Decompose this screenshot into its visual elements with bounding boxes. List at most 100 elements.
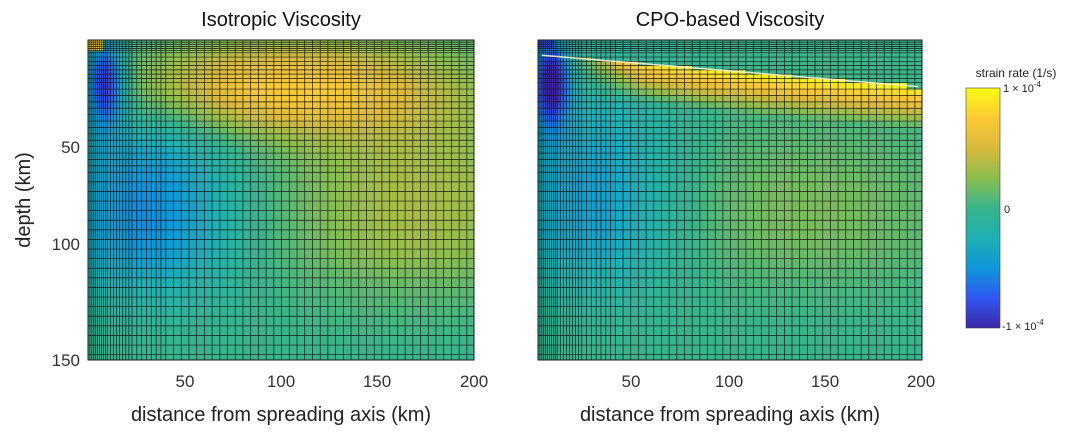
heatmap-cell xyxy=(557,210,561,221)
heatmap-cell xyxy=(122,172,127,183)
heatmap-cell xyxy=(539,345,543,355)
heatmap-cell xyxy=(335,181,344,192)
heatmap-cell xyxy=(242,181,251,192)
heatmap-cell xyxy=(103,306,106,317)
heatmap-cell xyxy=(555,127,558,135)
heatmap-cell xyxy=(196,57,205,62)
heatmap-cell xyxy=(343,287,352,298)
heatmap-cell xyxy=(389,140,398,147)
heatmap-cell xyxy=(173,239,182,250)
heatmap-cell xyxy=(381,140,390,147)
heatmap-cell xyxy=(196,335,205,346)
heatmap-cell xyxy=(165,114,174,122)
heatmap-cell xyxy=(553,153,556,160)
heatmap-cell xyxy=(600,229,607,240)
heatmap-cell xyxy=(141,325,147,336)
heatmap-cell xyxy=(543,78,546,83)
heatmap-cell xyxy=(119,50,124,54)
heatmap-cell xyxy=(707,239,716,250)
heatmap-cell xyxy=(312,239,321,250)
heatmap-cell xyxy=(661,95,670,103)
heatmap-cell xyxy=(101,172,104,183)
heatmap-cell xyxy=(699,325,708,336)
heatmap-cell xyxy=(125,220,130,231)
heatmap-cell xyxy=(204,325,213,336)
heatmap-cell xyxy=(119,44,124,47)
heatmap-cell xyxy=(93,220,97,231)
heatmap-cell xyxy=(715,42,724,45)
heatmap-cell xyxy=(160,127,167,135)
heatmap-cell xyxy=(374,65,383,71)
heatmap-cell xyxy=(165,249,174,259)
heatmap-cell xyxy=(428,297,437,307)
heatmap-cell xyxy=(250,114,259,122)
heatmap-cell xyxy=(699,306,708,317)
heatmap-cell xyxy=(101,325,104,336)
heatmap-cell xyxy=(99,354,102,360)
heatmap-cell xyxy=(304,48,313,51)
heatmap-cell xyxy=(89,140,93,147)
heatmap-cell xyxy=(623,40,632,43)
heatmap-cell xyxy=(297,50,306,54)
heatmap-cell xyxy=(141,306,147,317)
heatmap-cell xyxy=(572,108,576,115)
heatmap-cell xyxy=(151,316,157,327)
heatmap-cell xyxy=(420,57,429,62)
heatmap-cell xyxy=(304,108,313,115)
heatmap-cell xyxy=(638,50,647,54)
heatmap-cell xyxy=(116,146,120,154)
heatmap-cell xyxy=(312,181,321,192)
heatmap-cell xyxy=(412,345,421,355)
heatmap-cell xyxy=(119,108,124,115)
heatmap-cell xyxy=(428,89,437,96)
heatmap-cell xyxy=(99,44,102,47)
heatmap-cell xyxy=(128,114,133,122)
heatmap-cell xyxy=(266,277,275,288)
heatmap-cell xyxy=(101,181,104,192)
heatmap-cell xyxy=(676,65,685,71)
heatmap-cell xyxy=(543,258,546,269)
heatmap-cell xyxy=(699,159,708,167)
heatmap-cell xyxy=(578,297,583,307)
heatmap-cell xyxy=(327,101,336,109)
heatmap-cell xyxy=(156,210,162,221)
heatmap-cell xyxy=(141,40,147,43)
heatmap-cell xyxy=(97,172,100,183)
heatmap-cell xyxy=(366,114,375,122)
heatmap-cell xyxy=(596,114,602,122)
heatmap-cell xyxy=(113,239,117,250)
heatmap-cell xyxy=(289,74,298,79)
heatmap-cell xyxy=(312,78,321,83)
heatmap-cell xyxy=(181,69,190,75)
heatmap-cell xyxy=(435,354,444,360)
heatmap-cell xyxy=(281,133,290,141)
heatmap-cell xyxy=(661,127,670,135)
heatmap-cell xyxy=(88,316,91,327)
heatmap-cell xyxy=(572,48,576,51)
heatmap-cell xyxy=(227,46,236,49)
heatmap-cell xyxy=(557,52,561,58)
heatmap-cell xyxy=(560,335,564,346)
heatmap-cell xyxy=(451,121,460,128)
heatmap-cell xyxy=(684,57,693,62)
heatmap-cell xyxy=(581,127,587,135)
heatmap-cell xyxy=(549,165,552,173)
heatmap-cell xyxy=(374,114,383,122)
heatmap-cell xyxy=(560,69,564,75)
heatmap-cell xyxy=(89,74,93,79)
heatmap-cell xyxy=(543,316,546,327)
heatmap-cell xyxy=(707,306,716,317)
heatmap-cell xyxy=(97,239,100,250)
heatmap-cell xyxy=(451,42,460,45)
heatmap-cell xyxy=(581,95,587,103)
heatmap-cell xyxy=(105,69,108,75)
heatmap-cell xyxy=(366,82,375,90)
heatmap-cell xyxy=(569,74,573,79)
heatmap-cell xyxy=(132,140,138,147)
heatmap-cell xyxy=(366,354,375,360)
heatmap-cell xyxy=(541,69,545,75)
heatmap-cell xyxy=(557,74,561,79)
heatmap-cell xyxy=(242,57,251,62)
heatmap-cell xyxy=(358,268,367,279)
heatmap-cell xyxy=(715,40,724,43)
